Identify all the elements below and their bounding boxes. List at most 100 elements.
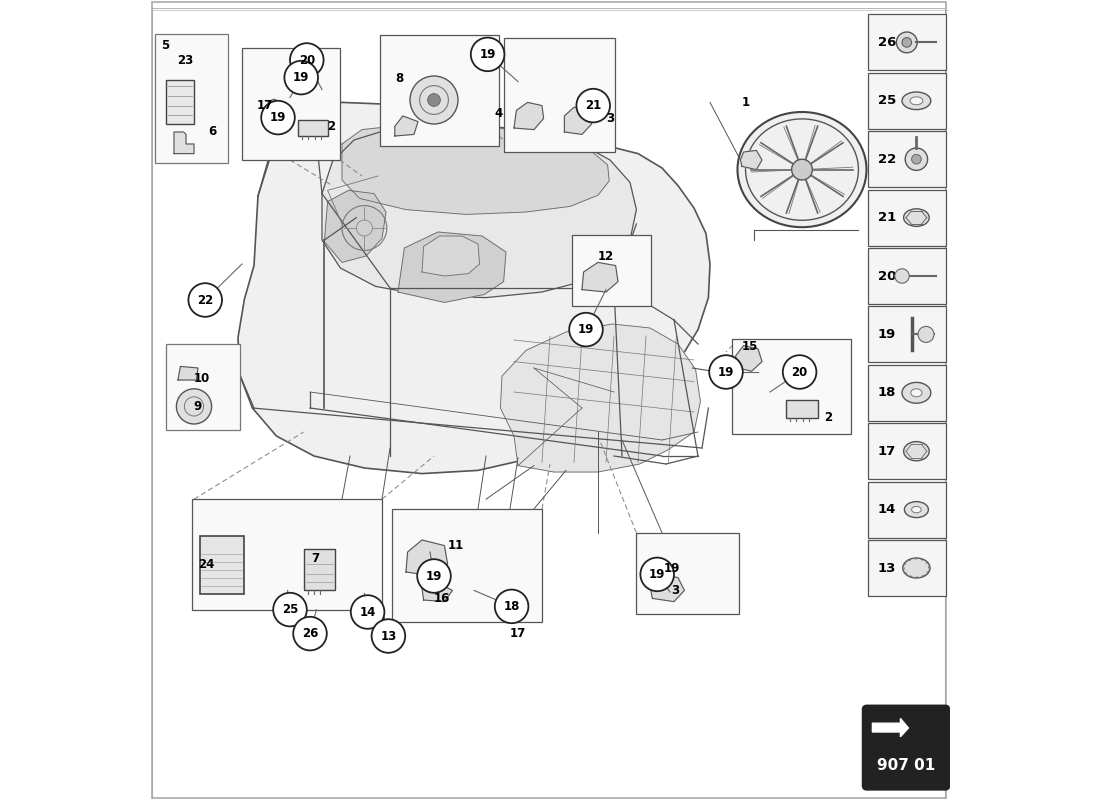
Circle shape [918, 326, 934, 342]
Text: 19: 19 [270, 111, 286, 124]
Bar [305, 549, 334, 590]
Bar [191, 499, 382, 610]
Text: 21: 21 [878, 211, 896, 224]
Circle shape [894, 269, 910, 283]
Text: 26: 26 [301, 627, 318, 640]
Circle shape [640, 558, 674, 591]
Text: 19: 19 [718, 366, 734, 378]
Text: 25: 25 [878, 94, 896, 107]
Text: 17: 17 [878, 445, 896, 458]
Text: 14: 14 [360, 606, 376, 618]
Bar [637, 533, 739, 614]
Polygon shape [514, 102, 543, 130]
Text: 19: 19 [578, 323, 594, 336]
Ellipse shape [903, 209, 929, 226]
Polygon shape [582, 262, 618, 292]
Circle shape [905, 148, 927, 170]
Circle shape [912, 154, 921, 164]
Text: 3: 3 [606, 112, 614, 125]
Bar [868, 365, 946, 421]
Text: 19: 19 [878, 328, 896, 341]
Text: 26: 26 [878, 36, 896, 49]
Polygon shape [395, 116, 418, 136]
Bar [868, 131, 946, 187]
Text: 16: 16 [434, 592, 450, 605]
Circle shape [290, 43, 323, 77]
Polygon shape [178, 366, 198, 380]
Ellipse shape [903, 558, 929, 578]
Polygon shape [174, 132, 194, 154]
Text: 19: 19 [293, 71, 309, 84]
Text: 20: 20 [878, 270, 896, 282]
Text: 4: 4 [494, 107, 503, 120]
Bar [166, 344, 240, 430]
Circle shape [261, 101, 295, 134]
Bar [868, 540, 946, 596]
Ellipse shape [902, 382, 931, 403]
Text: 19: 19 [480, 48, 496, 61]
Text: 5: 5 [162, 39, 169, 52]
Circle shape [471, 38, 505, 71]
Circle shape [495, 590, 528, 623]
Circle shape [372, 619, 405, 653]
Ellipse shape [904, 502, 928, 518]
Text: 6: 6 [208, 125, 217, 138]
Circle shape [576, 89, 610, 122]
Text: 1: 1 [742, 96, 750, 109]
Text: 17: 17 [256, 99, 273, 112]
Text: 9: 9 [194, 400, 201, 413]
Text: 10: 10 [194, 372, 209, 385]
Bar [572, 235, 651, 306]
Circle shape [410, 76, 458, 124]
Bar [242, 48, 340, 160]
Text: 2: 2 [328, 120, 336, 133]
Bar [868, 14, 946, 70]
Circle shape [176, 389, 211, 424]
Bar [505, 38, 615, 152]
Circle shape [285, 61, 318, 94]
Circle shape [428, 94, 440, 106]
Circle shape [710, 355, 742, 389]
Polygon shape [422, 582, 452, 602]
Polygon shape [740, 150, 762, 170]
Text: 7: 7 [311, 552, 320, 565]
Text: 24: 24 [198, 558, 214, 570]
Text: 23: 23 [177, 54, 194, 67]
Circle shape [294, 617, 327, 650]
Text: 19: 19 [663, 562, 680, 574]
Bar [868, 73, 946, 129]
Bar [392, 509, 542, 622]
Polygon shape [500, 324, 701, 472]
Text: 8: 8 [396, 72, 404, 85]
Polygon shape [872, 718, 909, 737]
Ellipse shape [737, 112, 867, 227]
Polygon shape [422, 236, 480, 276]
Polygon shape [342, 124, 609, 214]
Circle shape [188, 283, 222, 317]
Circle shape [273, 593, 307, 626]
Polygon shape [406, 540, 448, 576]
Bar [166, 80, 194, 124]
Polygon shape [564, 107, 592, 134]
Text: 2: 2 [824, 411, 833, 424]
Circle shape [902, 38, 912, 47]
Circle shape [792, 159, 813, 180]
Text: 19: 19 [649, 568, 666, 581]
Text: 11: 11 [448, 539, 464, 552]
Text: 22: 22 [197, 294, 213, 306]
Bar [733, 339, 850, 434]
Polygon shape [322, 124, 637, 298]
Text: 25: 25 [282, 603, 298, 616]
Bar [199, 536, 243, 594]
Bar [786, 400, 818, 418]
Text: 17: 17 [510, 627, 526, 640]
Polygon shape [398, 232, 506, 302]
Circle shape [783, 355, 816, 389]
Polygon shape [650, 574, 684, 602]
Circle shape [351, 595, 384, 629]
Text: 13: 13 [878, 562, 896, 574]
Bar [298, 120, 329, 136]
Circle shape [417, 559, 451, 593]
Text: 19: 19 [426, 570, 442, 582]
Polygon shape [268, 99, 279, 114]
